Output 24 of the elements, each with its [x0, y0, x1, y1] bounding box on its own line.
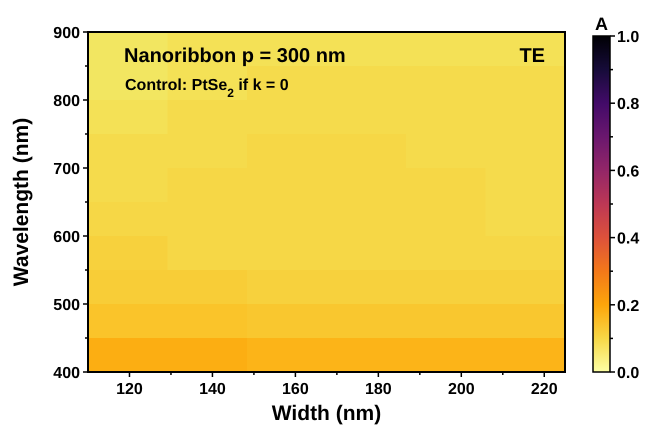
x-tick-label: 120	[116, 381, 143, 398]
color-bar-label: 1.0	[617, 29, 640, 46]
y-tick-label: 400	[53, 365, 80, 382]
y-tick-label: 600	[53, 229, 80, 246]
x-axis-title: Width (nm)	[272, 402, 382, 425]
x-tick-label: 160	[282, 381, 309, 398]
y-tick-label: 700	[53, 161, 80, 178]
color-bar-label: 0.2	[617, 298, 640, 315]
text: Control: PtSe$_{2}$ if k = 0	[125, 77, 289, 100]
x-tick-label: 200	[448, 381, 475, 398]
color-bar-title: A	[595, 14, 608, 34]
annotation: TE	[519, 45, 545, 67]
x-tick-label: 140	[199, 381, 226, 398]
y-axis-title: Wavelength (nm)	[10, 118, 33, 286]
color-bar-label: 0.8	[617, 96, 640, 114]
color-bar-label: 0.6	[617, 163, 640, 180]
text: Nanoribbon p = 300 nm	[124, 45, 346, 67]
x-tick-label: 180	[364, 381, 392, 398]
color-bar-label: 0.4	[617, 230, 640, 248]
y-tick-label: 500	[53, 297, 80, 314]
y-tick-label: 800	[53, 93, 80, 110]
color-bar-label: 0.0	[617, 365, 640, 382]
x-tick-label: 220	[530, 381, 558, 398]
y-tick-label: 900	[53, 25, 80, 42]
